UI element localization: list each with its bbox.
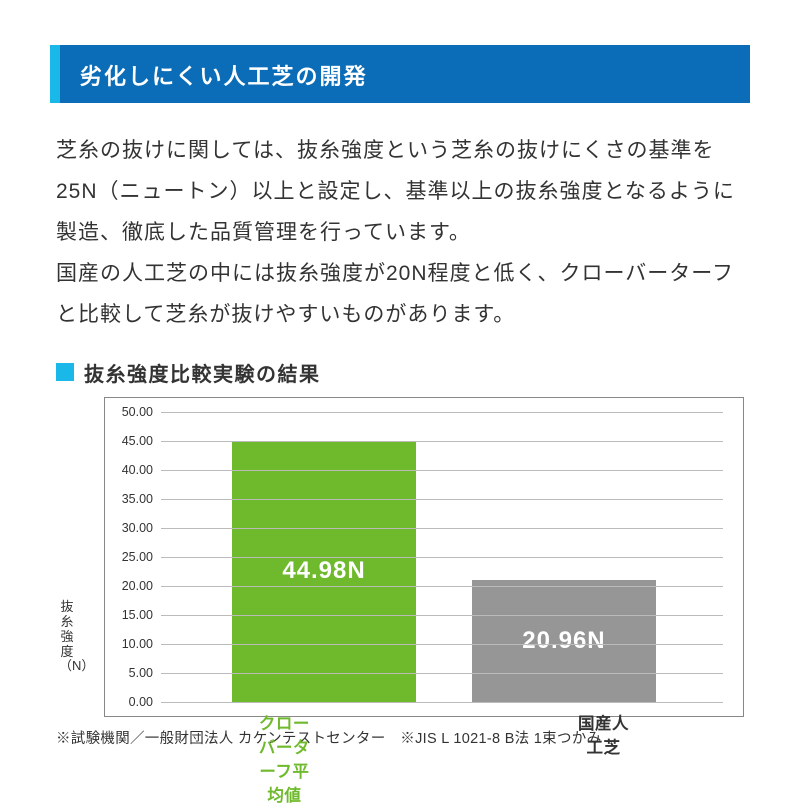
square-marker-icon — [56, 363, 74, 381]
y-tick-label: 35.00 — [122, 492, 153, 506]
y-tick-label: 30.00 — [122, 521, 153, 535]
y-tick-label: 0.00 — [129, 695, 153, 709]
y-tick-label: 10.00 — [122, 637, 153, 651]
bar: 44.98Nクローバーターフ平均値 — [232, 441, 416, 702]
footnote: ※試験機関／一般財団法人 カケンテストセンター ※JIS L 1021-8 B法… — [56, 727, 744, 748]
body-paragraph: 芝糸の抜けに関しては、抜糸強度という芝糸の抜けにくさの基準を25N（ニュートン）… — [50, 131, 750, 336]
y-tick-label: 40.00 — [122, 463, 153, 477]
gridline: 20.00 — [161, 586, 723, 587]
gridline: 25.00 — [161, 557, 723, 558]
gridline: 0.00 — [161, 702, 723, 703]
gridline: 40.00 — [161, 470, 723, 471]
y-axis-title: 抜糸強度（N） — [59, 600, 75, 675]
header-title: 劣化しにくい人工芝の開発 — [60, 45, 750, 103]
bar-value-label: 20.96N — [472, 627, 656, 655]
chart-subheading: 抜糸強度比較実験の結果 — [56, 358, 750, 387]
x-tick-label: 国産人工芝 — [573, 710, 634, 758]
y-tick-label: 5.00 — [129, 666, 153, 680]
gridline: 10.00 — [161, 644, 723, 645]
gridline: 30.00 — [161, 528, 723, 529]
y-tick-label: 20.00 — [122, 579, 153, 593]
chart-frame: 抜糸強度（N） 44.98Nクローバーターフ平均値20.96N国産人工芝 0.0… — [104, 397, 744, 717]
gridline: 50.00 — [161, 412, 723, 413]
bar-value-label: 44.98N — [232, 557, 416, 585]
gridline: 5.00 — [161, 673, 723, 674]
header-accent — [50, 45, 60, 103]
y-tick-label: 15.00 — [122, 608, 153, 622]
y-tick-label: 25.00 — [122, 550, 153, 564]
section-header: 劣化しにくい人工芝の開発 — [50, 45, 750, 103]
y-tick-label: 45.00 — [122, 434, 153, 448]
gridline: 15.00 — [161, 615, 723, 616]
bar: 20.96N国産人工芝 — [472, 580, 656, 702]
gridline: 35.00 — [161, 499, 723, 500]
x-tick-label: クローバーターフ平均値 — [254, 710, 315, 806]
chart: 抜糸強度（N） 44.98Nクローバーターフ平均値 20.96N国産人工芝 0.0… — [56, 397, 744, 717]
page: 劣化しにくい人工芝の開発 芝糸の抜けに関しては、抜糸強度という芝糸の抜けにくさの… — [0, 0, 800, 748]
gridline: 45.00 — [161, 441, 723, 442]
plot-area: 44.98Nクローバーターフ平均値20.96N国産人工芝 0.005.0010.… — [165, 412, 723, 702]
y-tick-label: 50.00 — [122, 405, 153, 419]
chart-subheading-text: 抜糸強度比較実験の結果 — [84, 358, 321, 387]
